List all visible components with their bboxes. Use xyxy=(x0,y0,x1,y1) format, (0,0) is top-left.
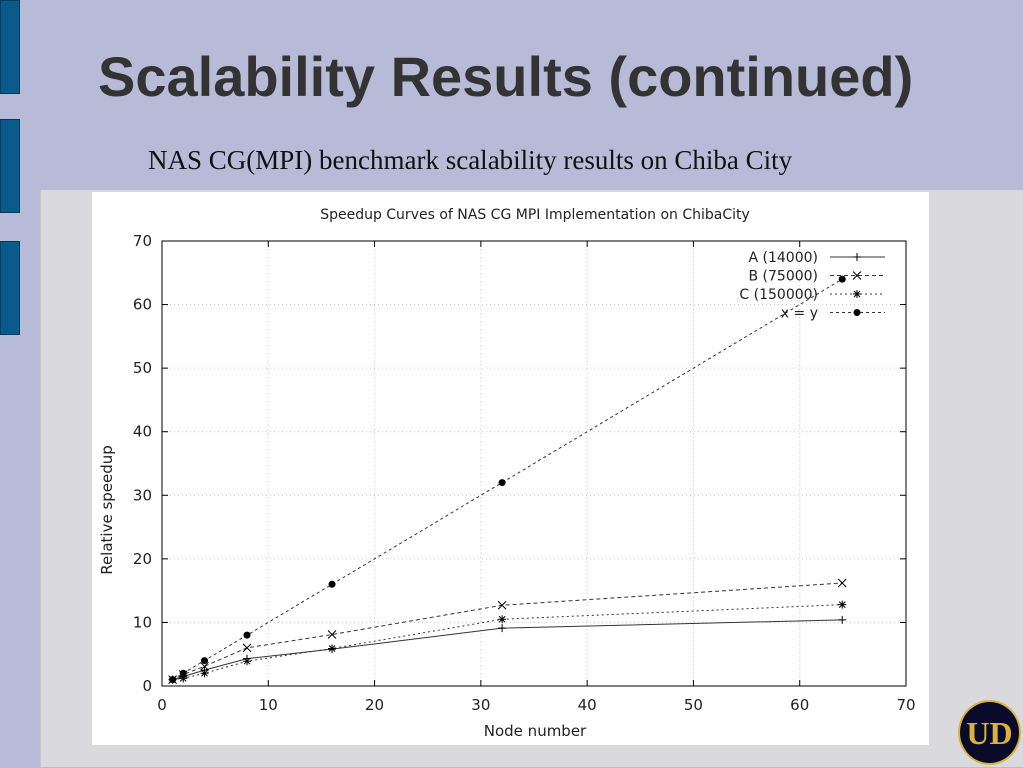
legend-label: B (75000) xyxy=(748,269,818,285)
data-point xyxy=(837,578,847,588)
data-point xyxy=(328,580,336,588)
slide-title: Scalability Results (continued) xyxy=(98,45,914,108)
data-point xyxy=(201,657,209,665)
series-line-0 xyxy=(172,619,843,681)
x-tick-label: 60 xyxy=(790,696,809,714)
data-point xyxy=(200,669,209,678)
legend-marker xyxy=(853,290,861,298)
data-point xyxy=(179,674,188,683)
legend-label: A (14000) xyxy=(749,250,819,266)
y-tick-label: 70 xyxy=(133,232,152,250)
data-point xyxy=(838,615,847,624)
series-line-3 xyxy=(172,278,843,681)
legend-label: x = y xyxy=(781,306,818,322)
x-tick-label: 10 xyxy=(259,696,278,714)
x-tick-label: 20 xyxy=(365,696,384,714)
data-point xyxy=(328,644,337,653)
y-tick-label: 10 xyxy=(133,613,152,631)
data-point xyxy=(327,630,337,639)
data-point xyxy=(498,615,507,624)
university-logo: UD xyxy=(958,700,1021,765)
side-decoration-bar xyxy=(0,241,20,335)
legend-label: C (150000) xyxy=(739,287,818,303)
x-tick-label: 30 xyxy=(471,696,490,714)
data-point xyxy=(838,600,847,609)
data-point xyxy=(498,624,507,633)
data-point xyxy=(497,600,507,610)
chart-title: Speedup Curves of NAS CG MPI Implementat… xyxy=(320,207,750,223)
y-tick-label: 50 xyxy=(133,359,152,377)
plot-frame xyxy=(161,240,907,687)
y-tick-label: 30 xyxy=(133,486,152,504)
legend-marker xyxy=(853,253,861,261)
y-tick-label: 60 xyxy=(133,296,152,314)
data-point xyxy=(242,643,252,653)
data-point xyxy=(243,631,251,639)
y-axis-label: Relative speedup xyxy=(98,445,116,575)
data-point xyxy=(243,657,252,666)
x-tick-label: 50 xyxy=(684,696,703,714)
data-point xyxy=(838,275,846,283)
series-line-2 xyxy=(172,604,843,681)
side-decoration-bar xyxy=(0,0,20,94)
logo-emblem: UD xyxy=(966,715,1012,751)
y-tick-label: 20 xyxy=(133,550,152,568)
data-point xyxy=(169,676,177,684)
slide-subtitle: NAS CG(MPI) benchmark scalability result… xyxy=(148,145,793,175)
legend-marker xyxy=(852,271,862,280)
speedup-chart: Speedup Curves of NAS CG MPI Implementat… xyxy=(98,207,916,740)
y-tick-label: 40 xyxy=(133,423,152,441)
side-decoration-bar xyxy=(0,119,20,213)
x-tick-label: 70 xyxy=(896,696,915,714)
x-tick-label: 40 xyxy=(578,696,597,714)
logo-text: UD xyxy=(966,715,1012,751)
series-line-1 xyxy=(172,582,843,681)
chart-container: Speedup Curves of NAS CG MPI Implementat… xyxy=(92,192,929,745)
data-point xyxy=(200,661,209,671)
x-tick-label: 0 xyxy=(157,696,167,714)
data-point xyxy=(179,669,187,677)
legend-marker xyxy=(853,309,861,316)
x-axis-label: Node number xyxy=(484,722,587,740)
data-point xyxy=(498,479,506,487)
y-tick-label: 0 xyxy=(142,677,152,695)
